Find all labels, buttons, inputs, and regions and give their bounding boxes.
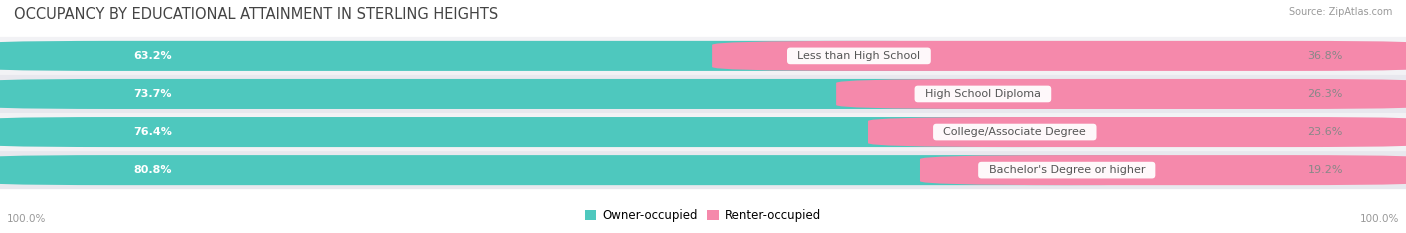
Text: Less than High School: Less than High School bbox=[790, 51, 928, 61]
FancyBboxPatch shape bbox=[0, 41, 1005, 71]
FancyBboxPatch shape bbox=[711, 41, 1406, 71]
FancyBboxPatch shape bbox=[0, 79, 1406, 109]
Text: 26.3%: 26.3% bbox=[1308, 89, 1343, 99]
Text: 73.7%: 73.7% bbox=[134, 89, 172, 99]
Text: 80.8%: 80.8% bbox=[134, 165, 172, 175]
Text: High School Diploma: High School Diploma bbox=[918, 89, 1047, 99]
FancyBboxPatch shape bbox=[0, 79, 1129, 109]
Text: Bachelor's Degree or higher: Bachelor's Degree or higher bbox=[981, 165, 1152, 175]
Text: 100.0%: 100.0% bbox=[1360, 214, 1399, 224]
FancyBboxPatch shape bbox=[0, 117, 1406, 147]
FancyBboxPatch shape bbox=[0, 41, 1406, 71]
FancyBboxPatch shape bbox=[0, 155, 1406, 185]
Text: 100.0%: 100.0% bbox=[7, 214, 46, 224]
FancyBboxPatch shape bbox=[0, 75, 1406, 113]
Text: 23.6%: 23.6% bbox=[1308, 127, 1343, 137]
FancyBboxPatch shape bbox=[0, 151, 1406, 189]
FancyBboxPatch shape bbox=[0, 113, 1406, 151]
FancyBboxPatch shape bbox=[0, 155, 1213, 185]
FancyBboxPatch shape bbox=[868, 117, 1406, 147]
Text: 36.8%: 36.8% bbox=[1308, 51, 1343, 61]
Text: 76.4%: 76.4% bbox=[134, 127, 173, 137]
FancyBboxPatch shape bbox=[837, 79, 1406, 109]
FancyBboxPatch shape bbox=[0, 117, 1161, 147]
Text: College/Associate Degree: College/Associate Degree bbox=[936, 127, 1094, 137]
Text: 63.2%: 63.2% bbox=[134, 51, 172, 61]
FancyBboxPatch shape bbox=[920, 155, 1406, 185]
Text: 19.2%: 19.2% bbox=[1308, 165, 1343, 175]
Legend: Owner-occupied, Renter-occupied: Owner-occupied, Renter-occupied bbox=[579, 205, 827, 227]
FancyBboxPatch shape bbox=[0, 37, 1406, 75]
Text: Source: ZipAtlas.com: Source: ZipAtlas.com bbox=[1288, 7, 1392, 17]
Text: OCCUPANCY BY EDUCATIONAL ATTAINMENT IN STERLING HEIGHTS: OCCUPANCY BY EDUCATIONAL ATTAINMENT IN S… bbox=[14, 7, 498, 22]
